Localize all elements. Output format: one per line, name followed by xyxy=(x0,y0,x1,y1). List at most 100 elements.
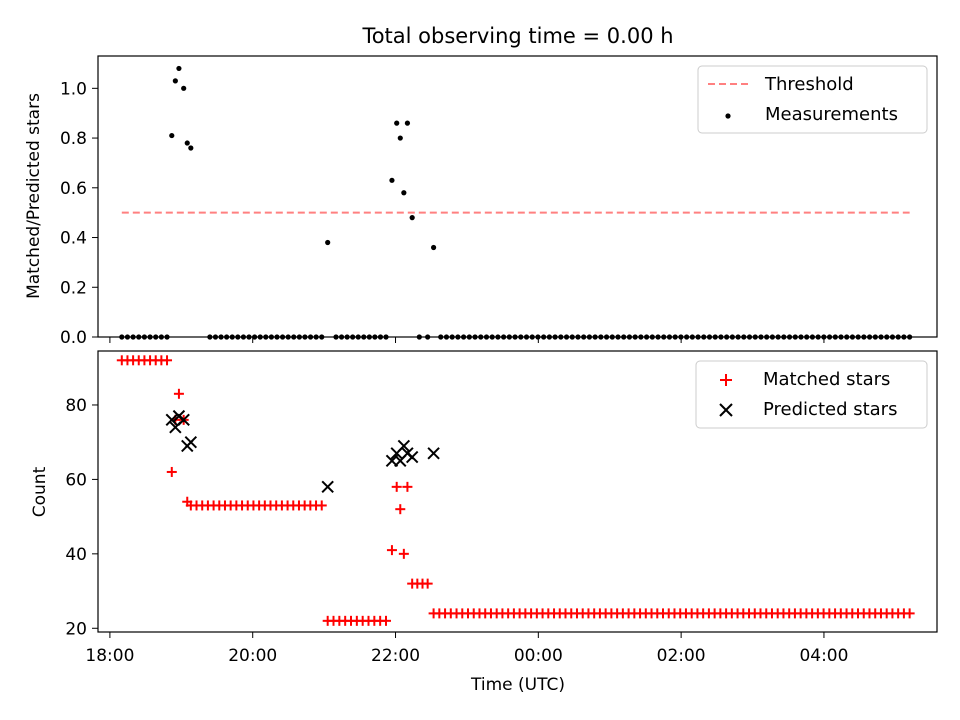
measurement-point xyxy=(730,334,735,339)
x-axis-label: Time (UTC) xyxy=(470,675,565,695)
measurement-point xyxy=(367,334,372,339)
measurement-point xyxy=(325,240,330,245)
measurement-point xyxy=(673,334,678,339)
measurement-point xyxy=(678,334,683,339)
measurement-point xyxy=(833,334,838,339)
measurement-point xyxy=(627,334,632,339)
measurement-point xyxy=(867,334,872,339)
measurement-point xyxy=(724,334,729,339)
measurement-point xyxy=(274,334,279,339)
measurement-point xyxy=(901,334,906,339)
measurement-point xyxy=(650,334,655,339)
measurement-point xyxy=(345,334,350,339)
measurement-point xyxy=(467,334,472,339)
measurement-point xyxy=(361,334,366,339)
measurement-point xyxy=(564,334,569,339)
measurement-point xyxy=(431,245,436,250)
measurement-point xyxy=(518,334,523,339)
measurement-point xyxy=(339,334,344,339)
measurement-point xyxy=(621,334,626,339)
x-tick-label: 02:00 xyxy=(657,646,706,666)
measurement-point xyxy=(450,334,455,339)
measurement-point xyxy=(890,334,895,339)
measurement-point xyxy=(319,334,324,339)
top-y-tick-label: 0.2 xyxy=(60,278,87,298)
measurement-point xyxy=(142,334,147,339)
measurement-point xyxy=(764,334,769,339)
measurement-point xyxy=(235,334,240,339)
measurement-point xyxy=(884,334,889,339)
measurement-point xyxy=(389,178,394,183)
measurement-point xyxy=(147,334,152,339)
measurement-point xyxy=(701,334,706,339)
measurement-point xyxy=(308,334,313,339)
top-y-tick-label: 0.6 xyxy=(60,179,87,199)
measurement-point xyxy=(263,334,268,339)
measurement-point xyxy=(394,121,399,126)
measurement-point xyxy=(153,334,158,339)
measurement-point xyxy=(878,334,883,339)
measurement-point xyxy=(827,334,832,339)
bottom-y-tick-label: 20 xyxy=(65,619,87,639)
measurement-point xyxy=(512,334,517,339)
measurement-point xyxy=(181,86,186,91)
measurement-point xyxy=(213,334,218,339)
measurement-point xyxy=(444,334,449,339)
measurement-point xyxy=(478,334,483,339)
measurement-point xyxy=(610,334,615,339)
measurement-point xyxy=(119,334,124,339)
x-tick-label: 04:00 xyxy=(799,646,848,666)
bottom-y-tick-label: 80 xyxy=(65,396,87,416)
measurement-point xyxy=(173,78,178,83)
measurement-point xyxy=(252,334,257,339)
measurement-point xyxy=(176,66,181,71)
measurement-point xyxy=(747,334,752,339)
measurement-point xyxy=(850,334,855,339)
measurement-point xyxy=(425,334,430,339)
measurement-point xyxy=(861,334,866,339)
matched-legend-label: Matched stars xyxy=(763,369,890,390)
measurement-point xyxy=(136,334,141,339)
measurement-point xyxy=(269,334,274,339)
measurement-point xyxy=(383,334,388,339)
x-tick-label: 22:00 xyxy=(371,646,420,666)
x-tick-label: 20:00 xyxy=(228,646,277,666)
measurement-point xyxy=(593,334,598,339)
x-tick-label: 18:00 xyxy=(85,646,134,666)
measurement-point xyxy=(541,334,546,339)
measurement-point xyxy=(644,334,649,339)
measurement-point xyxy=(524,334,529,339)
measurement-point xyxy=(224,334,229,339)
measurement-point xyxy=(581,334,586,339)
measurement-point xyxy=(125,334,130,339)
measurement-point xyxy=(684,334,689,339)
measurement-point xyxy=(410,215,415,220)
top-y-tick-label: 0.8 xyxy=(60,129,87,149)
measurement-point xyxy=(461,334,466,339)
measurement-point xyxy=(553,334,558,339)
bottom-y-axis-label: Count xyxy=(30,466,50,517)
measurement-point xyxy=(401,190,406,195)
top-legend: Threshold Measurements xyxy=(698,66,927,133)
measurement-point xyxy=(707,334,712,339)
measurement-point xyxy=(781,334,786,339)
measurement-point xyxy=(810,334,815,339)
x-tick-label: 00:00 xyxy=(514,646,563,666)
measurement-point xyxy=(655,334,660,339)
measurement-point xyxy=(302,334,307,339)
measurement-point xyxy=(758,334,763,339)
measurement-point xyxy=(798,334,803,339)
measurement-point xyxy=(286,334,291,339)
bottom-legend: Matched stars Predicted stars xyxy=(696,361,927,428)
measurement-point xyxy=(816,334,821,339)
measurement-point xyxy=(490,334,495,339)
measurement-point xyxy=(372,334,377,339)
chart-figure: Total observing time = 0.00 h 0.00.20.40… xyxy=(0,0,960,720)
measurement-point xyxy=(291,334,296,339)
measurement-point xyxy=(246,334,251,339)
measurement-point xyxy=(438,334,443,339)
measurement-point xyxy=(207,334,212,339)
measurement-point xyxy=(507,334,512,339)
measurement-point xyxy=(405,121,410,126)
bottom-y-tick-label: 60 xyxy=(65,470,87,490)
